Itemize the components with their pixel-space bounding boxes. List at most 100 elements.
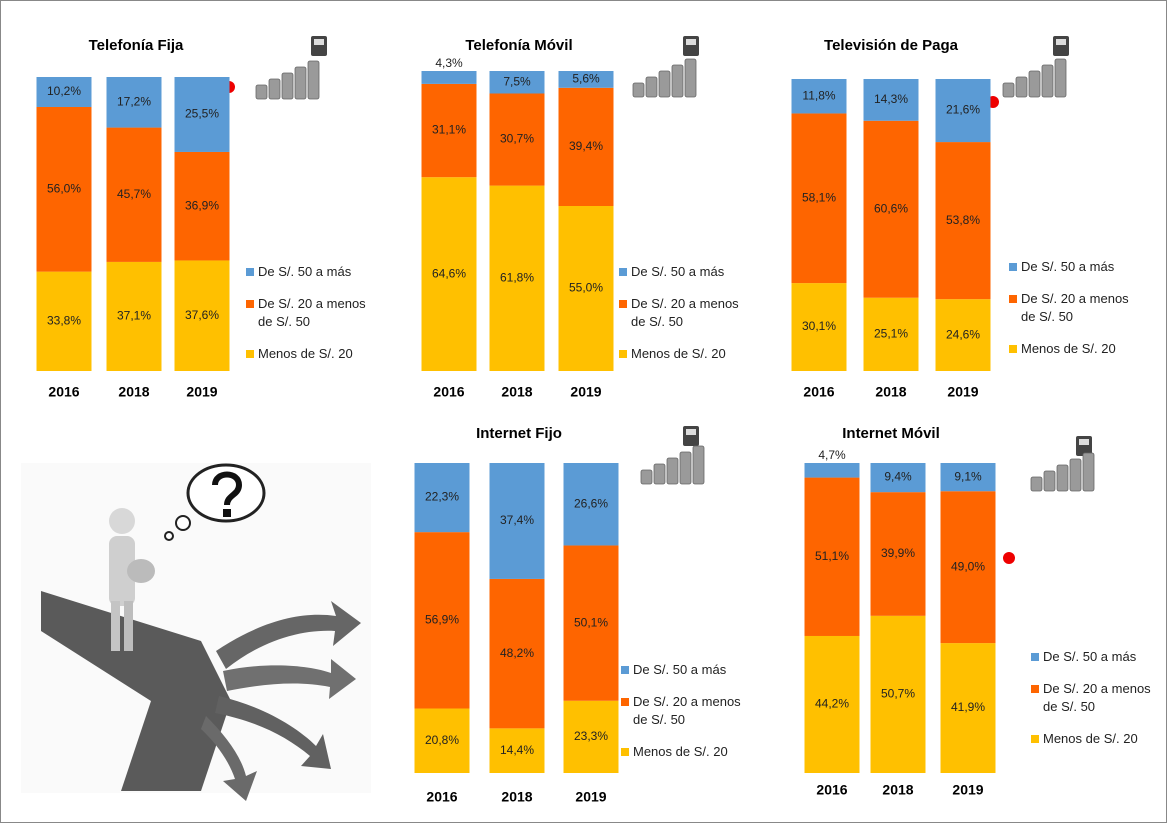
bar-segment xyxy=(558,206,614,371)
coin-stack xyxy=(645,76,658,98)
legend-swatch xyxy=(1031,735,1039,743)
bar-segment xyxy=(791,113,847,284)
bar-segment xyxy=(558,87,614,206)
value-label: 22,3% xyxy=(425,490,459,504)
value-label: 25,5% xyxy=(185,107,219,121)
bar-segment xyxy=(935,299,991,371)
bar-segment xyxy=(804,477,860,636)
bar-segment xyxy=(804,635,860,773)
value-label: 5,6% xyxy=(572,72,600,86)
value-label: 45,7% xyxy=(117,187,151,201)
legend-label: De S/. 50 a más xyxy=(1021,259,1115,274)
value-label: 39,4% xyxy=(569,139,603,153)
value-label: 64,6% xyxy=(432,266,466,280)
value-label: 39,9% xyxy=(881,546,915,560)
chart-title: Telefonía Móvil xyxy=(465,37,572,54)
value-label: 9,4% xyxy=(884,470,912,484)
legend-item: Menos de S/. 20 xyxy=(246,345,376,363)
bar-segment xyxy=(36,106,92,272)
bar-segment xyxy=(935,79,991,143)
legend-swatch xyxy=(619,300,627,308)
coin-stack xyxy=(1069,458,1082,492)
legend-swatch xyxy=(246,300,254,308)
legend-item: De S/. 20 a menos de S/. 50 xyxy=(621,693,751,729)
legend-item: Menos de S/. 20 xyxy=(1031,730,1161,748)
legend-swatch xyxy=(246,350,254,358)
legend-item: Menos de S/. 20 xyxy=(619,345,749,363)
x-tick-label: 2019 xyxy=(952,782,983,798)
legend: De S/. 50 a más De S/. 20 a menos de S/. … xyxy=(619,263,749,377)
legend-label: Menos de S/. 20 xyxy=(1043,731,1138,746)
illustration xyxy=(21,463,371,801)
value-label: 55,0% xyxy=(569,281,603,295)
value-label: 37,6% xyxy=(185,308,219,322)
bar-segment xyxy=(863,79,919,121)
legend-label: De S/. 50 a más xyxy=(258,264,352,279)
x-tick-label: 2016 xyxy=(426,789,457,805)
value-label: 25,1% xyxy=(874,327,908,341)
value-label: 37,4% xyxy=(500,513,534,527)
value-label: 10,2% xyxy=(47,84,81,98)
legend-item: Menos de S/. 20 xyxy=(621,743,751,761)
icon xyxy=(314,39,324,45)
value-label: 20,8% xyxy=(425,733,459,747)
bar-segment xyxy=(489,728,545,773)
coin-stack xyxy=(1082,452,1095,492)
coin-stack xyxy=(1028,70,1041,98)
legend-swatch xyxy=(619,268,627,276)
x-tick-label: 2019 xyxy=(186,384,217,400)
legend-label: De S/. 20 a menos de S/. 50 xyxy=(631,296,739,329)
bar-segment xyxy=(563,700,619,773)
bar-segment xyxy=(421,177,477,371)
bar-segment xyxy=(563,545,619,701)
legend-swatch xyxy=(246,268,254,276)
bar-segment xyxy=(804,463,860,478)
legend-swatch xyxy=(621,666,629,674)
legend-item: De S/. 20 a menos de S/. 50 xyxy=(246,295,376,331)
legend-label: Menos de S/. 20 xyxy=(258,346,353,361)
coin-stack xyxy=(684,58,697,98)
value-label: 24,6% xyxy=(946,327,980,341)
legend-label: De S/. 20 a menos de S/. 50 xyxy=(1021,291,1129,324)
legend-label: De S/. 50 a más xyxy=(631,264,725,279)
bar-segment xyxy=(489,93,545,186)
legend-label: Menos de S/. 20 xyxy=(631,346,726,361)
value-label: 53,8% xyxy=(946,213,980,227)
value-label: 50,1% xyxy=(574,615,608,629)
bar-segment xyxy=(940,463,996,492)
legend-swatch xyxy=(1009,295,1017,303)
bar-segment xyxy=(106,261,162,371)
legend: De S/. 50 a más De S/. 20 a menos de S/. … xyxy=(621,661,751,775)
x-tick-label: 2018 xyxy=(118,384,149,400)
bar-segment xyxy=(174,77,230,152)
value-label: 61,8% xyxy=(500,270,534,284)
legend-swatch xyxy=(621,748,629,756)
icon xyxy=(686,39,696,45)
legend-label: De S/. 20 a menos de S/. 50 xyxy=(1043,681,1151,714)
value-label: 44,2% xyxy=(815,697,849,711)
value-label: 48,2% xyxy=(500,646,534,660)
x-tick-label: 2016 xyxy=(803,384,834,400)
bar-segment xyxy=(414,708,470,773)
value-label: 11,8% xyxy=(802,88,835,102)
value-label: 56,0% xyxy=(47,181,81,195)
bar-segment xyxy=(870,615,926,773)
coin-stack xyxy=(653,463,666,485)
x-tick-label: 2016 xyxy=(48,384,79,400)
legend-label: Menos de S/. 20 xyxy=(633,744,728,759)
x-tick-label: 2018 xyxy=(501,789,532,805)
legend-item: De S/. 20 a menos de S/. 50 xyxy=(1031,680,1161,716)
coin-stack xyxy=(692,445,705,485)
chart-title: Televisión de Paga xyxy=(824,37,959,54)
value-label: 36,9% xyxy=(185,198,219,212)
value-label: 26,6% xyxy=(574,496,608,510)
legend-swatch xyxy=(1009,263,1017,271)
value-label: 23,3% xyxy=(574,729,608,743)
bar-segment xyxy=(489,71,545,94)
legend-item: De S/. 50 a más xyxy=(1009,258,1139,276)
coin-stack xyxy=(268,78,281,100)
x-tick-label: 2016 xyxy=(816,782,847,798)
bar-segment xyxy=(558,71,614,88)
legend-item: De S/. 20 a menos de S/. 50 xyxy=(619,295,749,331)
